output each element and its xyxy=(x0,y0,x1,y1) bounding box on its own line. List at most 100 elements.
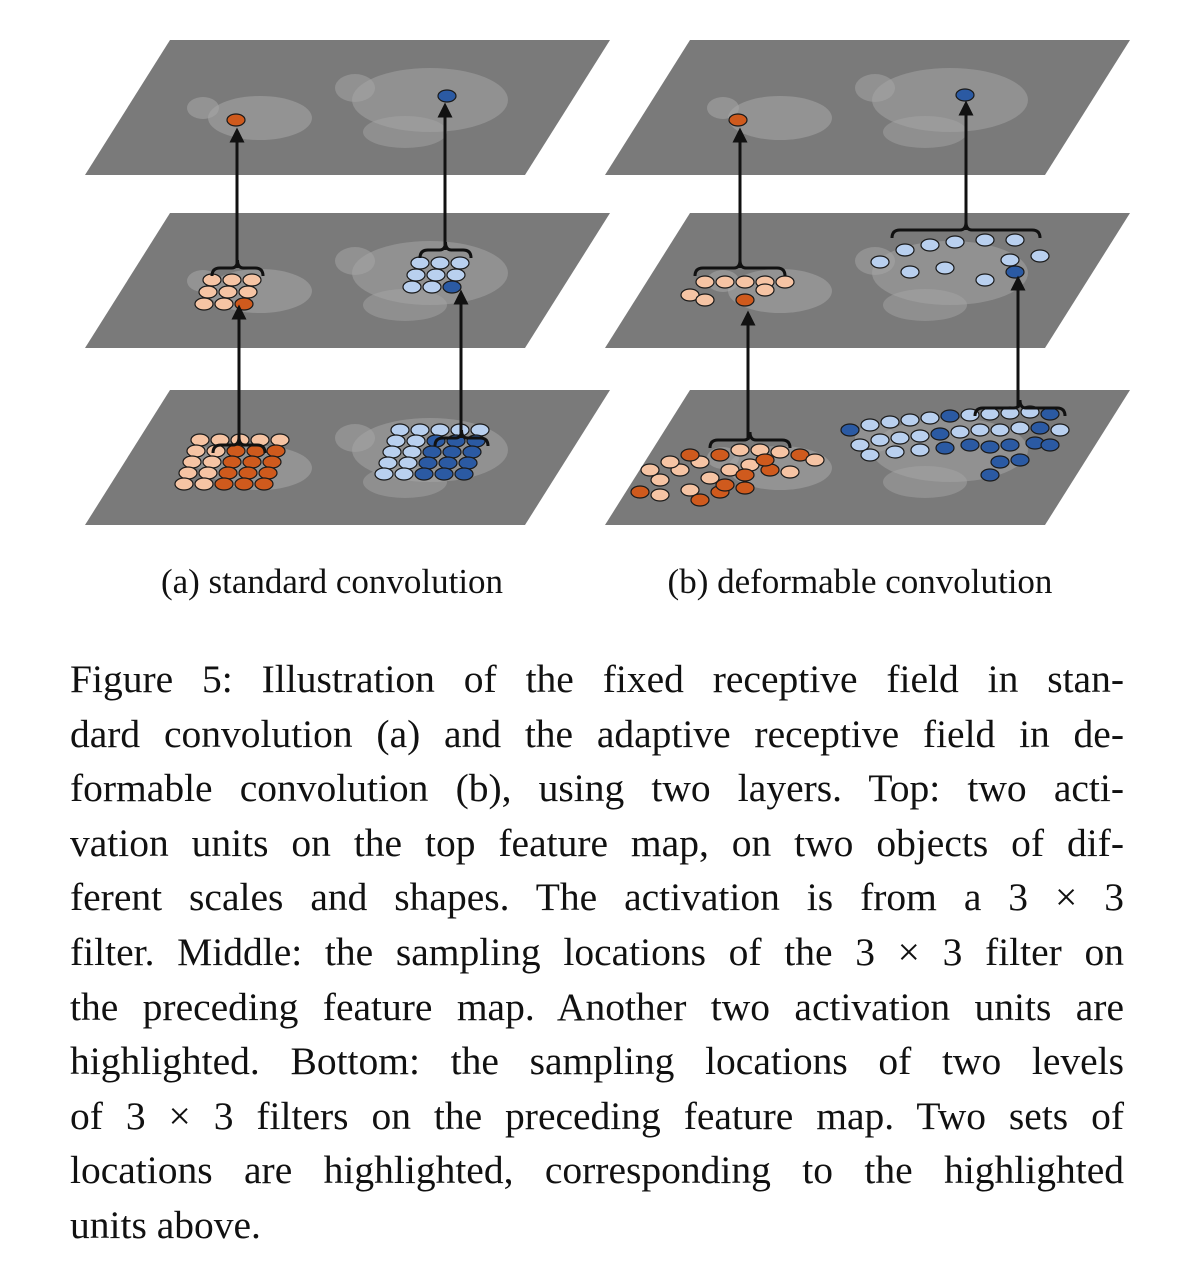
sampling-location-dot xyxy=(242,455,262,469)
sampling-location-dot xyxy=(198,466,218,480)
sampling-location-dot xyxy=(238,285,258,299)
sampling-location-dot xyxy=(234,477,254,491)
sampling-location-dot xyxy=(470,423,490,437)
sampling-location-dot xyxy=(442,280,462,294)
sampling-location-dot xyxy=(980,440,1000,454)
feature-map-plane xyxy=(605,213,1130,348)
sampling-location-dot xyxy=(970,423,990,437)
sampling-location-dot xyxy=(374,467,394,481)
middle-feature-map xyxy=(85,213,610,348)
activation-unit xyxy=(437,89,457,103)
activation-unit xyxy=(955,88,975,102)
sampling-location-dot xyxy=(1005,233,1025,247)
caption-line: filter. Middle: the sampling locations o… xyxy=(70,929,1124,974)
sampling-location-dot xyxy=(930,427,950,441)
brace xyxy=(708,431,792,449)
sampling-location-dot xyxy=(735,481,755,495)
sampling-location-dot xyxy=(680,448,700,462)
sampling-location-dot xyxy=(940,409,960,423)
caption-line: dard convolution (a) and the adaptive re… xyxy=(70,711,1124,756)
panel-deformable-convolution xyxy=(605,40,1130,525)
activation-unit xyxy=(728,113,748,127)
sampling-location-dot xyxy=(186,444,206,458)
sampling-location-dot xyxy=(730,443,750,457)
sampling-location-dot xyxy=(462,445,482,459)
feature-map-plane xyxy=(605,40,1130,175)
sampling-location-dot xyxy=(695,275,715,289)
sampling-location-dot xyxy=(238,466,258,480)
sampling-location-dot xyxy=(775,275,795,289)
caption-line: ferent scales and shapes. The activation… xyxy=(70,875,1124,920)
bottom-feature-map xyxy=(85,390,610,525)
sampling-location-dot xyxy=(680,483,700,497)
lamb-head-silhouette xyxy=(707,97,739,119)
sampling-location-dot xyxy=(222,273,242,287)
middle-feature-map xyxy=(605,213,1130,348)
sampling-location-dot xyxy=(234,297,254,311)
small-lamb-silhouette xyxy=(363,116,447,148)
sampling-location-dot xyxy=(700,471,720,485)
lamb-silhouette xyxy=(208,96,312,140)
caption-line: vation units on the top feature map, on … xyxy=(70,820,1124,865)
sampling-location-dot xyxy=(860,418,880,432)
sampling-location-dot xyxy=(1005,265,1025,279)
sheep-silhouette xyxy=(352,68,508,132)
sampling-location-dot xyxy=(920,238,940,252)
sampling-location-dot xyxy=(442,445,462,459)
small-lamb-silhouette xyxy=(363,289,447,321)
sampling-location-dot xyxy=(1030,249,1050,263)
small-lamb-silhouette xyxy=(883,289,967,321)
sampling-location-dot xyxy=(900,413,920,427)
caption-line: the preceding feature map. Another two a… xyxy=(70,984,1124,1029)
feature-map-plane xyxy=(85,213,610,348)
sampling-location-dot xyxy=(426,268,446,282)
sampling-location-dot xyxy=(402,280,422,294)
sampling-location-dot xyxy=(418,456,438,470)
sampling-location-dot xyxy=(990,423,1010,437)
sampling-location-dot xyxy=(980,468,1000,482)
sampling-location-dot xyxy=(690,493,710,507)
sampling-location-dot xyxy=(715,275,735,289)
sampling-location-dot xyxy=(258,466,278,480)
sampling-location-dot xyxy=(226,444,246,458)
sampling-location-dot xyxy=(895,243,915,257)
sampling-location-dot xyxy=(406,268,426,282)
sampling-location-dot xyxy=(254,477,274,491)
sampling-location-dot xyxy=(202,455,222,469)
feature-map-plane xyxy=(85,40,610,175)
sampling-location-dot xyxy=(262,455,282,469)
sampling-location-dot xyxy=(755,283,775,297)
top-feature-map xyxy=(85,40,610,175)
sampling-location-dot xyxy=(430,256,450,270)
sampling-location-dot xyxy=(182,455,202,469)
sampling-location-dot xyxy=(695,293,715,307)
sampling-location-dot xyxy=(900,265,920,279)
sampling-location-dot xyxy=(1010,453,1030,467)
sampling-location-dot xyxy=(1040,438,1060,452)
sampling-location-dot xyxy=(422,280,442,294)
sampling-location-dot xyxy=(1000,438,1020,452)
sampling-location-dot xyxy=(630,485,650,499)
sampling-location-dot xyxy=(910,429,930,443)
sampling-location-dot xyxy=(1050,423,1070,437)
sampling-location-dot xyxy=(198,285,218,299)
sampling-location-dot xyxy=(850,438,870,452)
sampling-location-dot xyxy=(1030,421,1050,435)
panel-standard-convolution xyxy=(85,40,610,525)
sampling-location-dot xyxy=(650,473,670,487)
sampling-location-dot xyxy=(218,466,238,480)
sampling-location-dot xyxy=(870,255,890,269)
sheep-head-silhouette xyxy=(335,74,375,102)
sampling-location-dot xyxy=(242,273,262,287)
sampling-location-dot xyxy=(430,423,450,437)
sampling-location-dot xyxy=(390,423,410,437)
figure-caption: Figure 5: Illustration of the fixed rece… xyxy=(70,652,1124,1253)
small-lamb-silhouette xyxy=(883,116,967,148)
sampling-location-dot xyxy=(398,456,418,470)
sampling-location-dot xyxy=(755,453,775,467)
caption-line: highlighted. Bottom: the sampling locati… xyxy=(70,1039,1124,1084)
caption-line: locations are highlighted, corresponding… xyxy=(70,1148,1124,1193)
sampling-location-dot xyxy=(980,407,1000,421)
sampling-location-dot xyxy=(178,466,198,480)
sampling-location-dot xyxy=(710,448,730,462)
